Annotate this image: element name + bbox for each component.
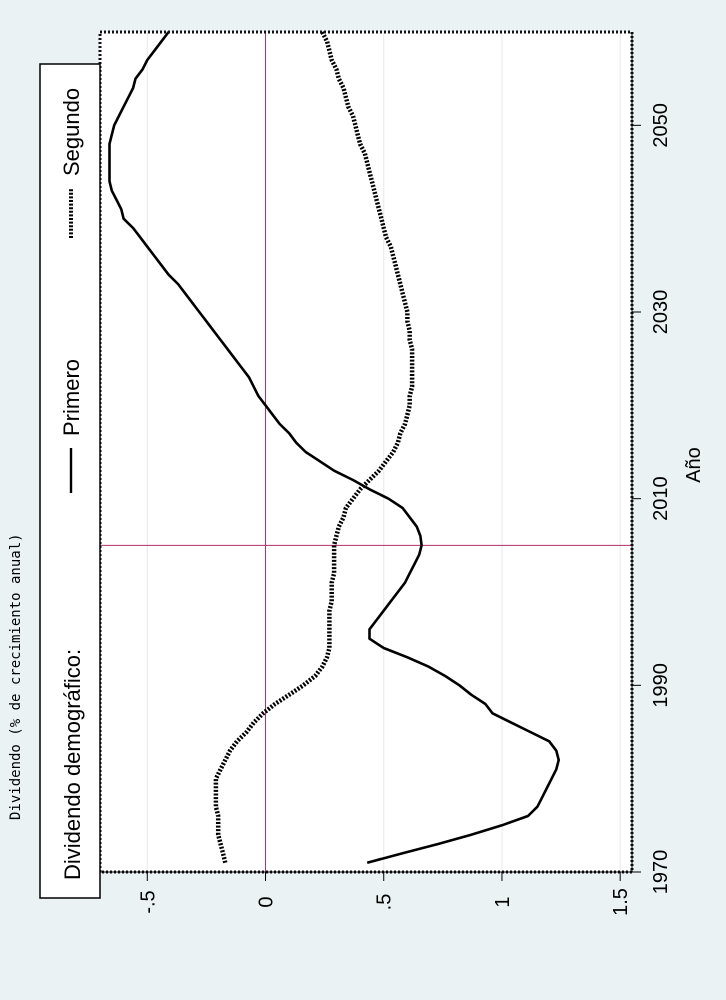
legend-title: Dividendo demográfico: — [60, 649, 85, 880]
y-tick-label-1: 1 — [492, 896, 514, 907]
x-axis: 1970 1990 2010 2030 2050 — [631, 32, 672, 895]
x-tick-label-1: 1990 — [650, 663, 672, 708]
reference-lines — [100, 32, 632, 872]
y-tick-label-2: .5 — [374, 894, 396, 911]
y-axis: 1.51.50-.5 — [100, 871, 632, 916]
series-layer — [108, 30, 561, 864]
legend-label-primero: Primero — [59, 359, 84, 436]
series-line-segundo — [213, 30, 415, 864]
y-tick-label-4: -.5 — [137, 890, 159, 913]
x-axis-title: Año — [683, 447, 705, 483]
y-tick-label-3: 0 — [256, 896, 278, 907]
x-tick-label-3: 2030 — [650, 290, 672, 335]
legend: Dividendo demográfico: Primero Segundo — [39, 63, 101, 899]
legend-label-segundo: Segundo — [59, 88, 84, 176]
x-tick-label-4: 2050 — [650, 103, 672, 148]
x-tick-label-0: 1970 — [650, 850, 672, 895]
y-tick-label-0: 1.5 — [610, 888, 632, 916]
x-tick-label-2: 2010 — [650, 476, 672, 520]
y-axis-title: Dividendo (% de crecimiento anual) — [8, 533, 24, 820]
plot-area — [100, 32, 632, 872]
series-line-primero — [108, 31, 561, 864]
